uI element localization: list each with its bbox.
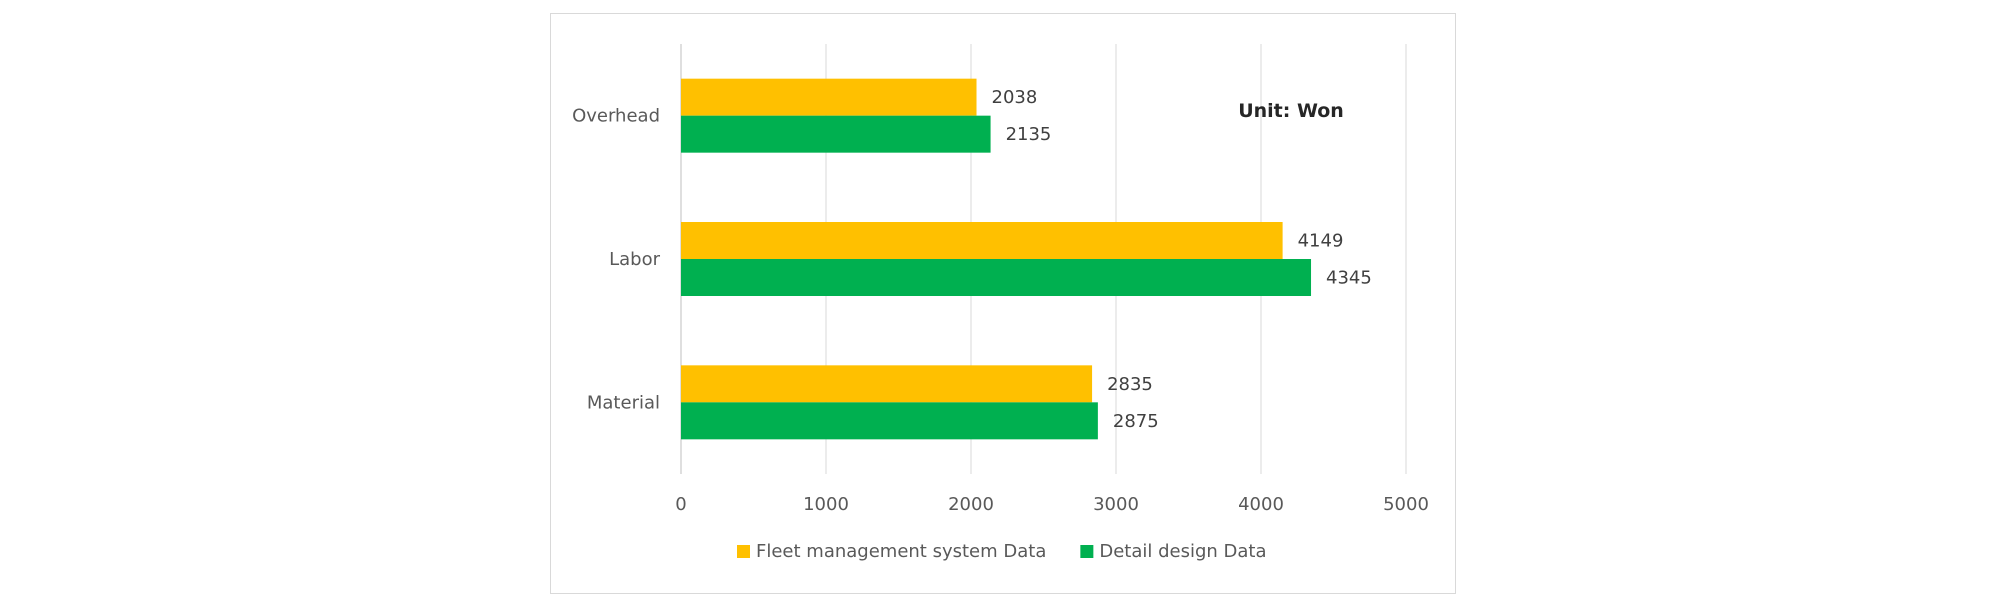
data-label: 2835: [1107, 374, 1153, 395]
bar: [681, 222, 1283, 259]
category-axis: Overhead Labor Material: [572, 106, 661, 414]
bars: [681, 78, 1312, 440]
chart-frame: 2038 2135 4149 4345 2835 2875 Overhead Labor Ma…: [550, 13, 1456, 594]
x-tick-label: 2000: [948, 494, 994, 515]
x-tick-label: 0: [675, 494, 686, 515]
x-tick-label: 1000: [803, 494, 849, 515]
category-label: Material: [587, 392, 660, 413]
bar-chart: 2038 2135 4149 4345 2835 2875 Overhead Labor Ma…: [572, 44, 1429, 562]
data-label: 2875: [1113, 411, 1159, 432]
unit-annotation: Unit: Won: [1238, 100, 1344, 122]
category-label: Labor: [609, 249, 660, 270]
data-label: 2135: [1006, 124, 1052, 145]
legend-label: Detail design Data: [1099, 541, 1266, 562]
x-tick-label: 5000: [1383, 494, 1429, 515]
x-tick-label: 4000: [1238, 494, 1284, 515]
bar: [681, 115, 991, 153]
data-label: 4149: [1298, 231, 1344, 252]
bar: [681, 259, 1312, 296]
legend-swatch: [1080, 545, 1094, 558]
data-label: 4345: [1326, 268, 1372, 289]
category-label: Overhead: [572, 106, 660, 127]
legend-swatch: [737, 545, 750, 558]
bar: [681, 402, 1098, 440]
bar: [681, 78, 977, 116]
data-label: 2038: [992, 87, 1038, 108]
value-axis: 0 1000 2000 3000 4000 5000: [675, 494, 1429, 515]
x-tick-label: 3000: [1093, 494, 1139, 515]
legend-label: Fleet management system Data: [756, 541, 1046, 562]
bar: [681, 365, 1093, 403]
data-labels: 2038 2135 4149 4345 2835 2875: [992, 87, 1372, 432]
legend: Fleet management system Data Detail desig…: [737, 541, 1267, 562]
